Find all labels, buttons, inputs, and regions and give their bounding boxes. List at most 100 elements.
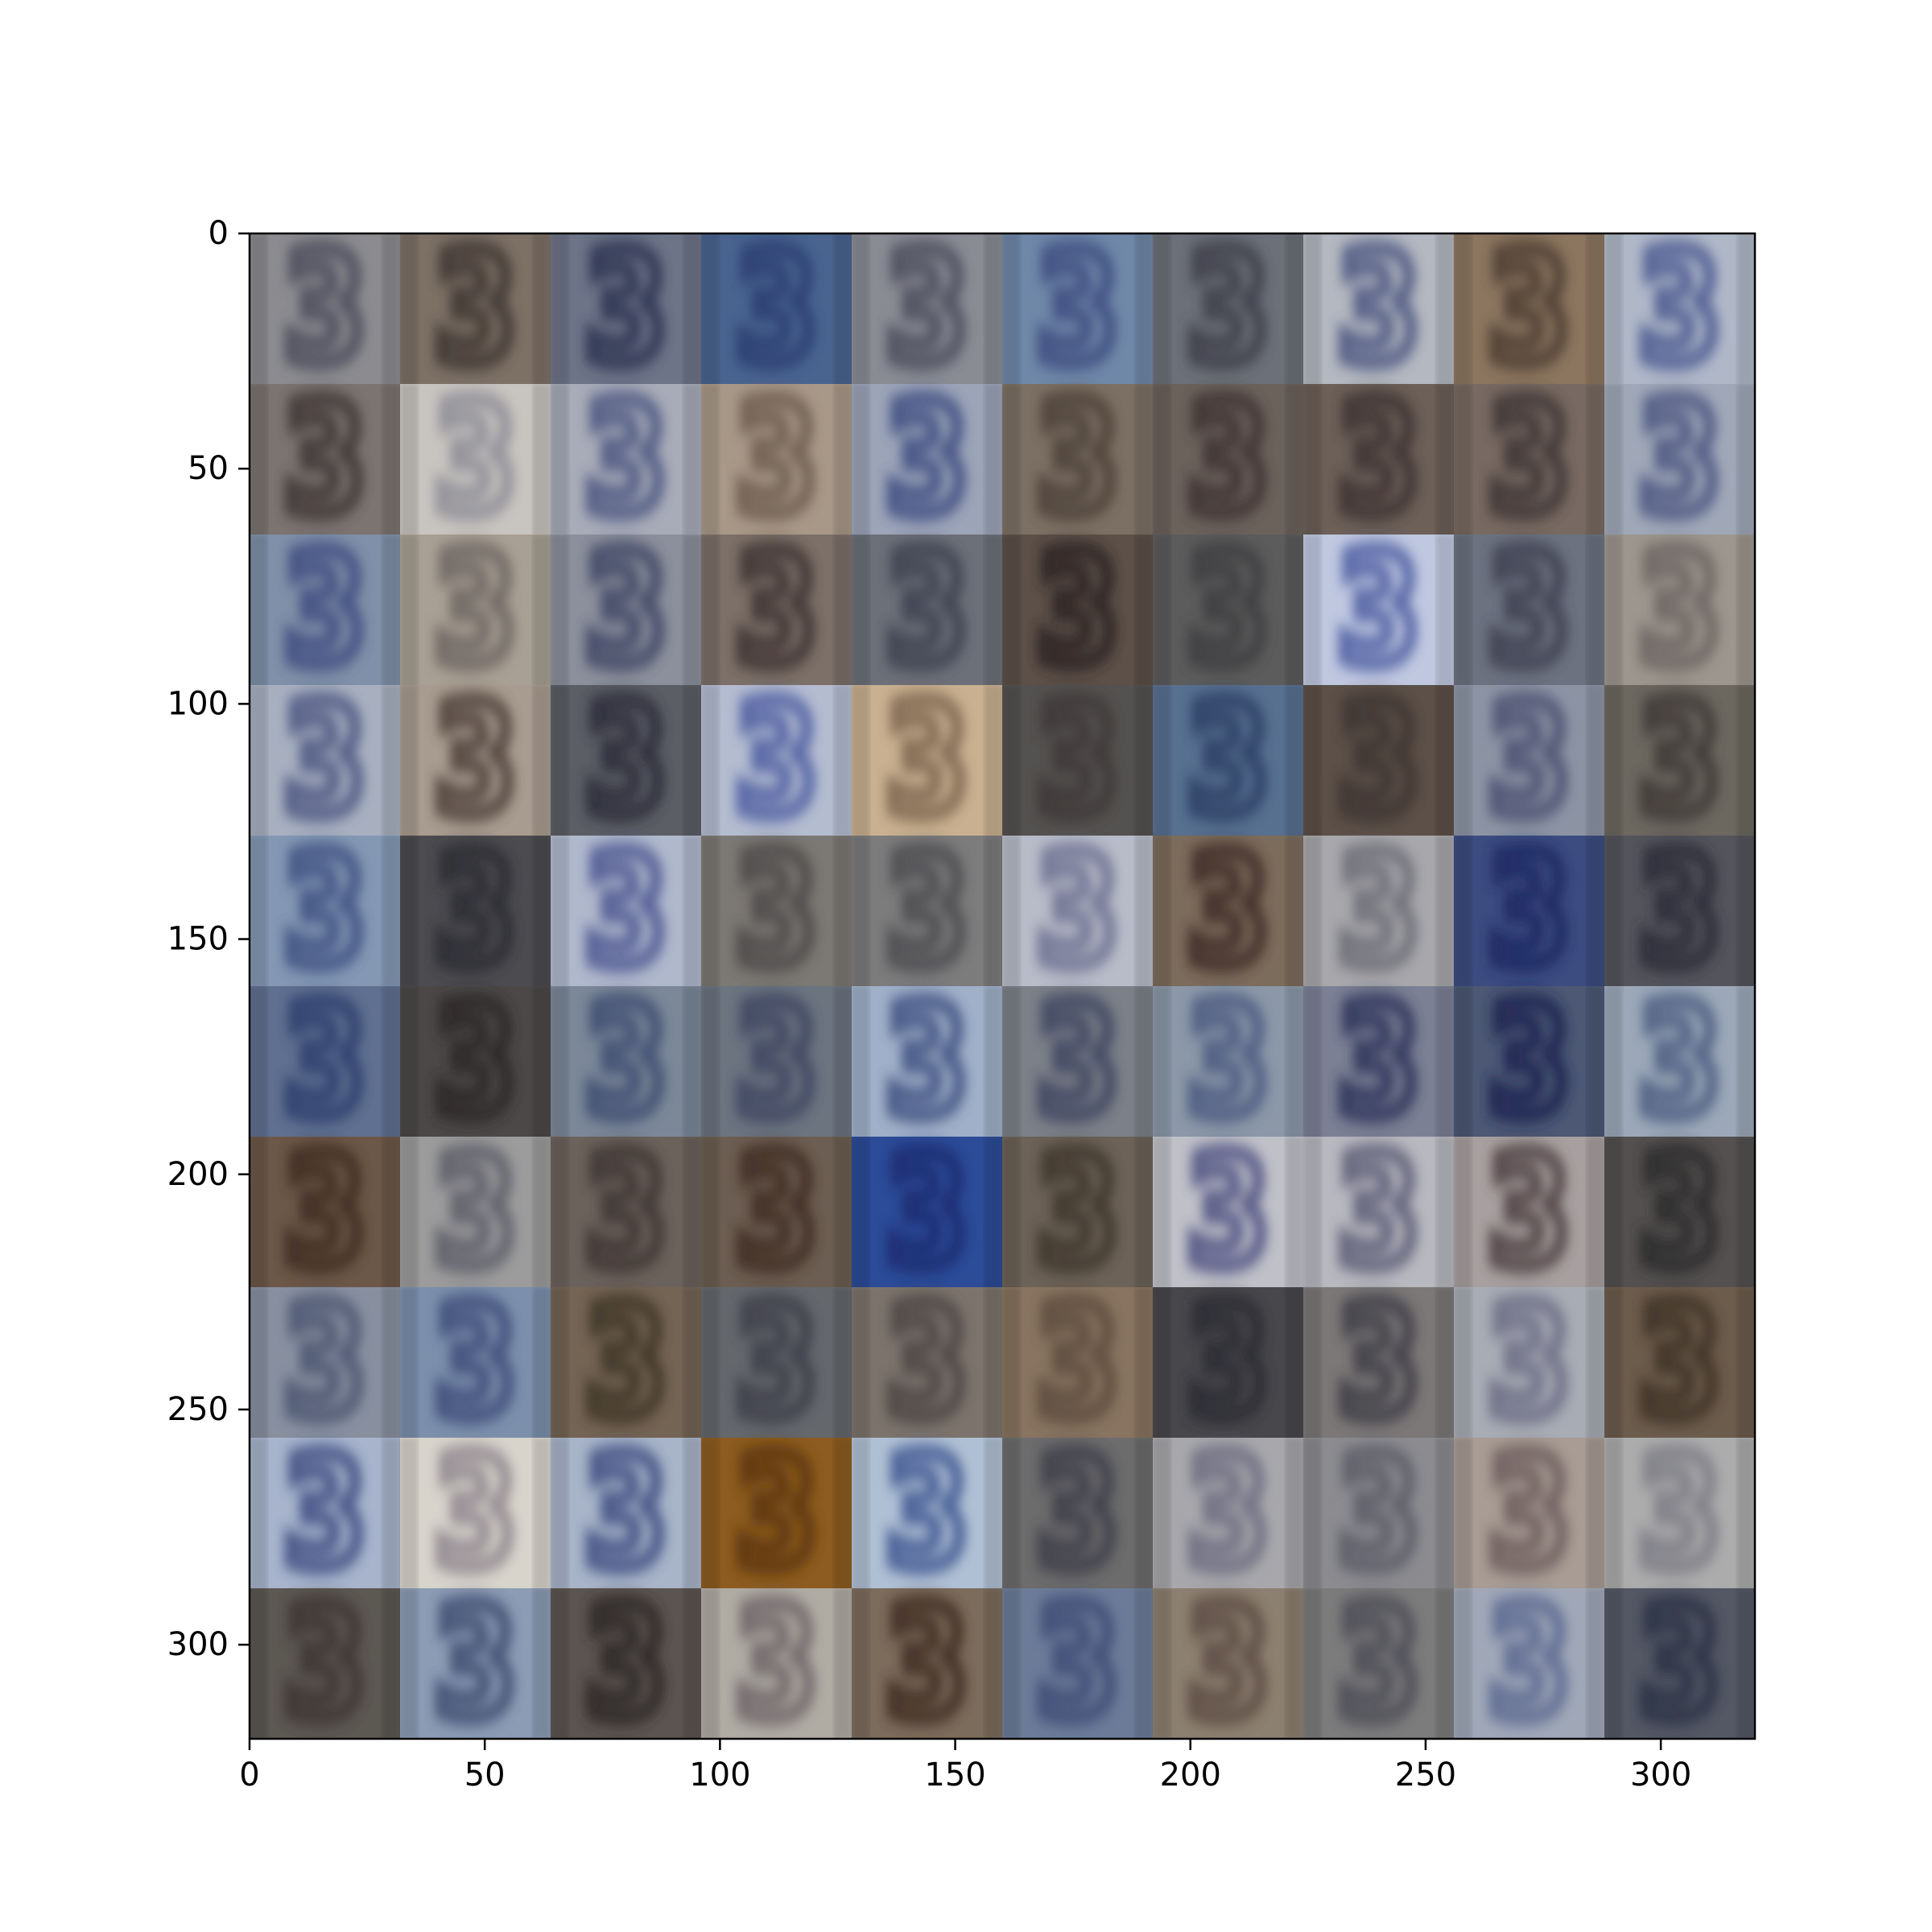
image-tile: 3 xyxy=(250,1568,401,1739)
image-tile: 3 xyxy=(551,514,702,705)
x-tick-label: 50 xyxy=(464,1757,506,1794)
tile-digit: 3 xyxy=(1035,672,1119,848)
tile-background xyxy=(1303,1287,1455,1439)
tile-edge-shade xyxy=(1736,1588,1755,1739)
tile-edge-shade xyxy=(984,1137,1002,1287)
tile-edge-shade xyxy=(701,233,720,384)
tile-background xyxy=(701,1287,852,1439)
tile-digit: 3 xyxy=(734,672,818,848)
image-tile: 3 xyxy=(250,815,401,1006)
tile-digit: 3 xyxy=(1186,1575,1269,1752)
tile-edge-shade xyxy=(250,1588,268,1739)
image-tile: 3 xyxy=(852,1117,1003,1307)
image-tile: 3 xyxy=(701,1418,852,1608)
tile-edge-shade xyxy=(1454,1588,1472,1739)
tile-digit: 3 xyxy=(1186,522,1269,698)
tile-digit: 3 xyxy=(433,1575,517,1752)
image-tile: 3 xyxy=(852,233,1003,404)
tile-background xyxy=(1454,535,1605,686)
tile-digit: 3 xyxy=(1637,1274,1721,1451)
tile-edge-shade xyxy=(1435,836,1454,986)
tile-digit: 3 xyxy=(1487,973,1571,1150)
tile-edge-shade xyxy=(1134,1438,1153,1588)
tile-edge-shade xyxy=(1134,384,1153,535)
tile-edge-shade xyxy=(833,1137,852,1287)
tile-digit: 3 xyxy=(433,823,517,999)
image-tile: 3 xyxy=(1303,1117,1455,1307)
tile-edge-shade xyxy=(1435,685,1454,836)
tile-background xyxy=(1604,1588,1755,1739)
tile-edge-shade xyxy=(250,535,268,685)
tile-edge-shade xyxy=(1153,1287,1171,1438)
tile-edge-shade xyxy=(532,1438,551,1588)
tile-digit: 3 xyxy=(1487,1425,1571,1601)
tile-digit: 3 xyxy=(1035,1124,1119,1300)
tile-digit: 3 xyxy=(1487,221,1571,397)
image-tile: 3 xyxy=(400,1568,551,1752)
tile-edge-shade xyxy=(1454,1287,1472,1438)
tile-digit: 3 xyxy=(1035,1274,1119,1451)
tile-edge-shade xyxy=(1134,535,1153,685)
tile-background xyxy=(701,1438,852,1589)
y-tick-label: 50 xyxy=(188,450,229,487)
tile-edge-shade xyxy=(551,1287,569,1438)
tile-digit: 3 xyxy=(734,522,818,698)
tile-digit: 3 xyxy=(734,221,818,397)
image-tile: 3 xyxy=(852,966,1003,1157)
tile-background xyxy=(551,384,702,535)
tile-background xyxy=(1002,384,1154,535)
tile-digit: 3 xyxy=(283,672,366,848)
image-tile: 3 xyxy=(1002,966,1154,1157)
tile-background xyxy=(852,233,1003,385)
tile-background xyxy=(1454,384,1605,535)
tile-digit: 3 xyxy=(283,823,366,999)
tile-digit: 3 xyxy=(584,1274,667,1451)
image-tile: 3 xyxy=(1303,1267,1455,1458)
tile-edge-shade xyxy=(852,986,870,1137)
tile-background xyxy=(852,535,1003,686)
image-tile: 3 xyxy=(1454,815,1605,1006)
image-tile: 3 xyxy=(1604,665,1755,856)
tile-edge-shade xyxy=(984,233,1002,384)
tile-background xyxy=(852,1137,1003,1288)
tile-edge-shade xyxy=(833,986,852,1137)
tile-background xyxy=(400,1287,551,1439)
tile-edge-shade xyxy=(382,986,400,1137)
tile-background xyxy=(1153,1287,1304,1439)
tile-digit: 3 xyxy=(885,522,968,698)
image-tile: 3 xyxy=(250,966,401,1157)
image-tile: 3 xyxy=(551,665,702,856)
x-tick-label: 250 xyxy=(1395,1757,1456,1794)
tile-digit: 3 xyxy=(584,1425,667,1601)
tile-background xyxy=(1002,986,1154,1137)
tile-edge-shade xyxy=(1153,1438,1171,1588)
tile-digit: 3 xyxy=(734,371,818,547)
tile-digit: 3 xyxy=(584,1124,667,1300)
tile-edge-shade xyxy=(1435,233,1454,384)
tile-digit: 3 xyxy=(1186,1425,1269,1601)
tile-edge-shade xyxy=(683,685,701,836)
tile-edge-shade xyxy=(532,1287,551,1438)
image-tile: 3 xyxy=(852,815,1003,1006)
tile-background xyxy=(250,535,401,686)
tile-edge-shade xyxy=(1303,233,1322,384)
tile-digit: 3 xyxy=(283,1425,366,1601)
tile-background xyxy=(1002,233,1154,385)
tile-edge-shade xyxy=(683,535,701,685)
tile-edge-shade xyxy=(250,233,268,384)
tile-background xyxy=(551,836,702,987)
tile-edge-shade xyxy=(1153,1137,1171,1287)
tile-edge-shade xyxy=(551,233,569,384)
tile-edge-shade xyxy=(1586,233,1604,384)
tile-edge-shade xyxy=(833,233,852,384)
image-tile: 3 xyxy=(1002,815,1154,1006)
tile-background xyxy=(551,1137,702,1288)
tile-background xyxy=(1153,535,1304,686)
tile-edge-shade xyxy=(551,384,569,535)
tile-edge-shade xyxy=(382,384,400,535)
tile-edge-shade xyxy=(250,986,268,1137)
tile-digit: 3 xyxy=(1186,371,1269,547)
tile-digit: 3 xyxy=(283,1124,366,1300)
image-tile: 3 xyxy=(1454,1117,1605,1307)
tile-background xyxy=(1604,1137,1755,1288)
